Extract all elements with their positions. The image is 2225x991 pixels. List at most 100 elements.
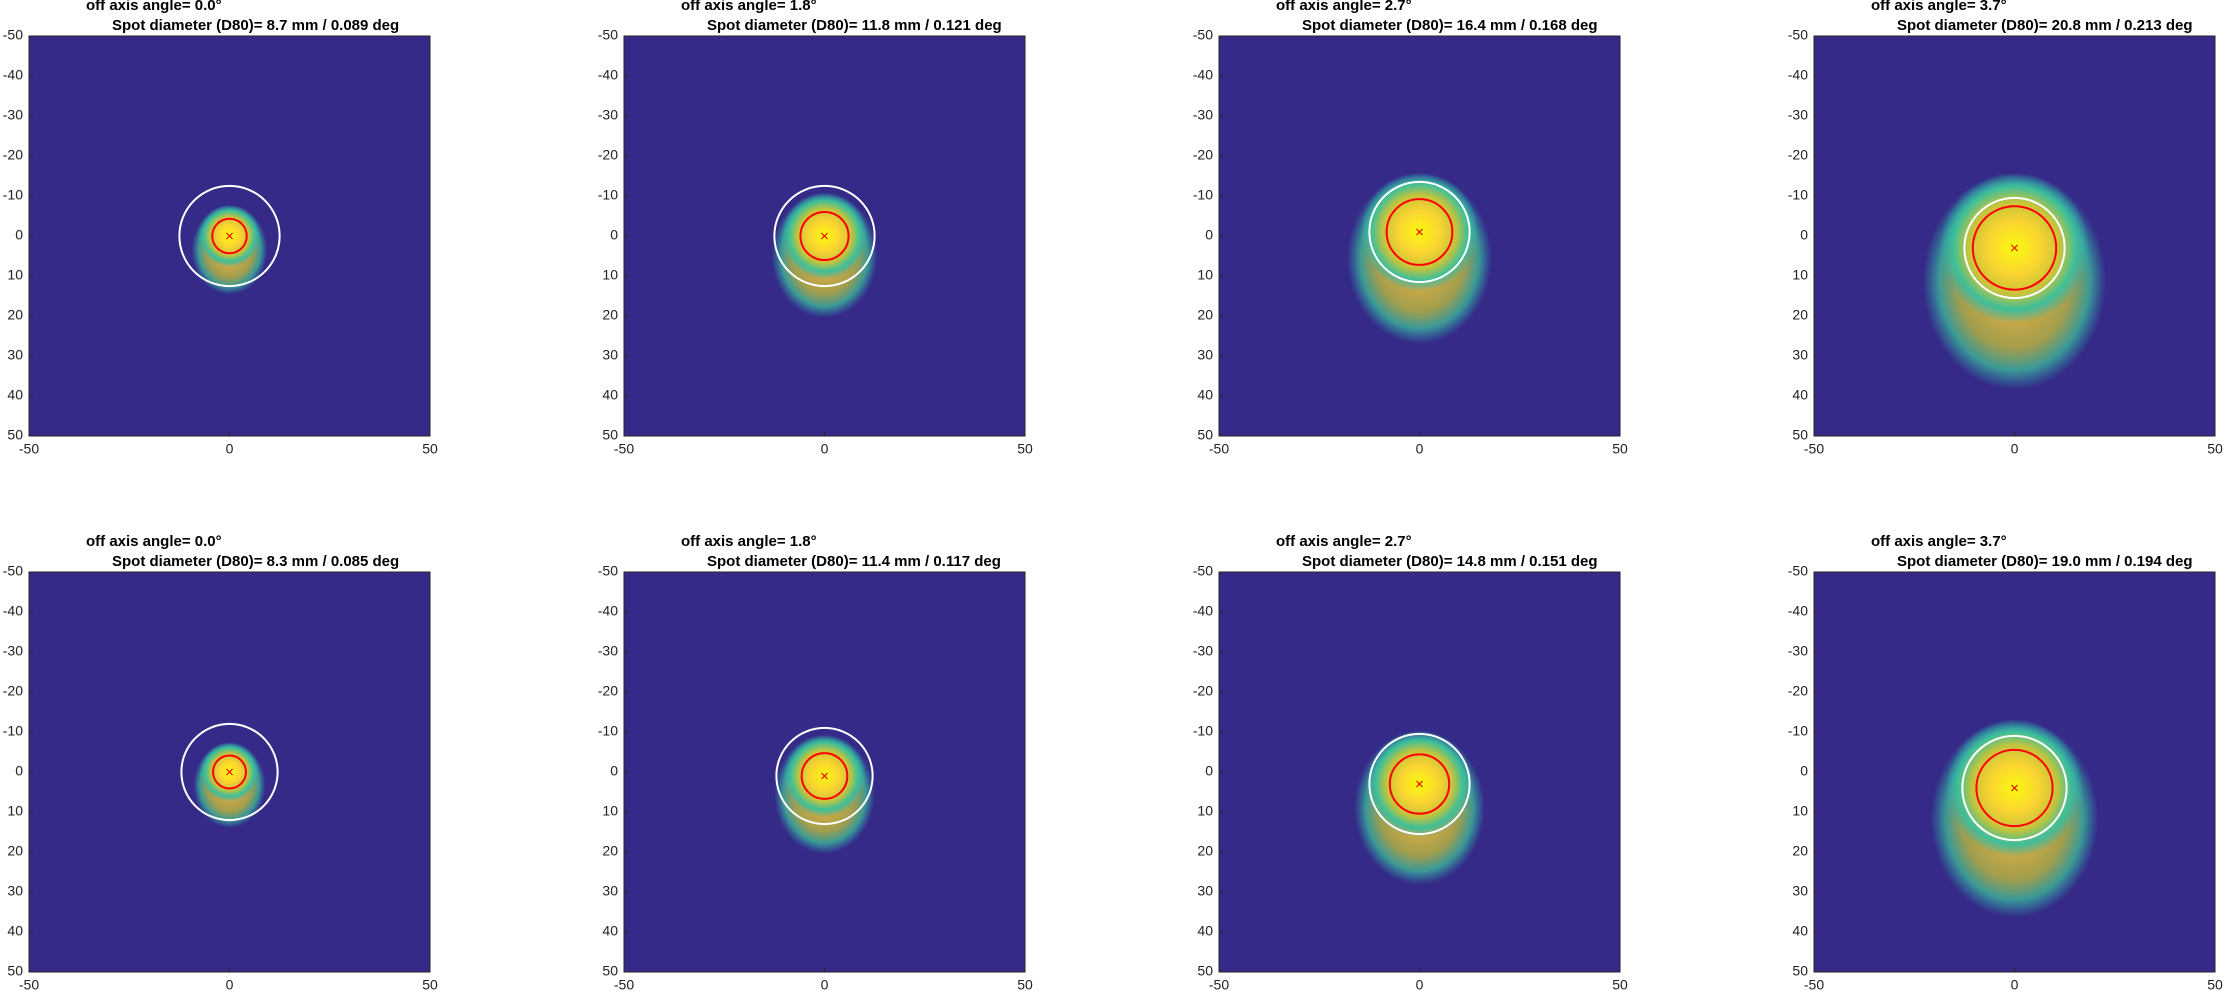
x-tick-label: -50: [614, 977, 634, 991]
y-tick-label: 10: [7, 267, 23, 283]
y-tick-label: 30: [1197, 883, 1213, 899]
subplot-title: off axis angle= 1.8°: [681, 533, 817, 550]
y-tick-label: -10: [3, 723, 23, 739]
y-tick-label: 30: [7, 347, 23, 363]
y-tick-label: -10: [598, 187, 618, 203]
centroid-marker: [1416, 780, 1423, 788]
y-tick-label: 30: [602, 347, 618, 363]
y-tick-label: -10: [3, 187, 23, 203]
y-tick-label: 30: [1792, 883, 1808, 899]
x-tick-label: 0: [2011, 441, 2019, 457]
y-tick-label: -30: [1193, 643, 1213, 659]
d80-circle: [800, 752, 849, 800]
subplot-title: off axis angle= 2.7°: [1276, 533, 1412, 550]
y-tick-label: 40: [1792, 387, 1808, 403]
centroid-marker: [1416, 228, 1423, 236]
y-tick-label: 0: [610, 227, 618, 243]
x-tick-label: 50: [1612, 977, 1628, 991]
subplot-subtitle: Spot diameter (D80)= 20.8 mm / 0.213 deg: [1897, 17, 2193, 34]
y-tick-label: -40: [1193, 67, 1213, 83]
d80-circle: [211, 217, 248, 255]
y-tick-label: -20: [3, 147, 23, 163]
y-tick-label: -30: [1193, 107, 1213, 123]
y-tick-label: 50: [7, 963, 23, 979]
y-tick-label: 20: [1197, 843, 1213, 859]
y-tick-label: 40: [1792, 923, 1808, 939]
x-tick-label: 50: [1017, 441, 1033, 457]
y-tick-label: 10: [1792, 803, 1808, 819]
y-tick-label: -50: [598, 27, 618, 43]
y-tick-label: 50: [1197, 427, 1213, 443]
y-tick-label: 20: [7, 843, 23, 859]
x-tick-label: 50: [422, 441, 438, 457]
d80-circle: [775, 726, 874, 826]
y-tick-label: -50: [1193, 27, 1213, 43]
subplot: off axis angle= 1.8° Spot diameter (D80)=…: [598, 0, 1033, 457]
y-tick-label: -40: [3, 67, 23, 83]
x-tick-label: -50: [19, 441, 39, 457]
d80-circle: [212, 754, 247, 790]
centroid-marker: [821, 772, 828, 780]
y-tick-label: -10: [1788, 723, 1808, 739]
x-tick-label: -50: [1209, 977, 1229, 991]
y-tick-label: 30: [602, 883, 618, 899]
y-tick-label: -20: [1193, 147, 1213, 163]
subplot-title: off axis angle= 0.0°: [86, 533, 222, 550]
subplot-subtitle: Spot diameter (D80)= 14.8 mm / 0.151 deg: [1302, 553, 1598, 570]
d80-circle: [1971, 205, 2058, 291]
plot-area: [1347, 172, 1492, 344]
y-tick-label: -10: [1788, 187, 1808, 203]
subplot-title: off axis angle= 0.0°: [86, 0, 222, 14]
x-tick-label: 0: [821, 441, 829, 457]
y-tick-label: 30: [7, 883, 23, 899]
y-tick-label: -20: [1193, 683, 1213, 699]
subplot-subtitle: Spot diameter (D80)= 8.3 mm / 0.085 deg: [112, 553, 399, 570]
x-tick-label: -50: [614, 441, 634, 457]
d80-circle: [799, 210, 850, 262]
x-tick-label: -50: [1209, 441, 1229, 457]
d80-circle: [1975, 748, 2054, 828]
y-tick-label: -40: [1788, 67, 1808, 83]
y-tick-label: -50: [1788, 27, 1808, 43]
subplot: off axis angle= 1.8° Spot diameter (D80)=…: [598, 533, 1033, 991]
y-tick-label: 50: [1792, 963, 1808, 979]
y-tick-label: 0: [15, 227, 23, 243]
y-tick-label: -20: [598, 683, 618, 699]
y-tick-label: -10: [1193, 187, 1213, 203]
subplot: off axis angle= 2.7° Spot diameter (D80)=…: [1193, 533, 1628, 991]
subplot-subtitle: Spot diameter (D80)= 19.0 mm / 0.194 deg: [1897, 553, 2193, 570]
subplot-subtitle: Spot diameter (D80)= 16.4 mm / 0.168 deg: [1302, 17, 1598, 34]
y-tick-label: -50: [1788, 563, 1808, 579]
centroid-marker: [2011, 244, 2018, 252]
x-tick-label: 0: [1416, 441, 1424, 457]
y-tick-label: 10: [602, 267, 618, 283]
y-tick-label: 40: [7, 923, 23, 939]
y-tick-label: 40: [1197, 923, 1213, 939]
y-tick-label: -10: [598, 723, 618, 739]
subplot-title: off axis angle= 1.8°: [681, 0, 817, 14]
d80-circle: [1963, 196, 2066, 300]
y-tick-label: 20: [1197, 307, 1213, 323]
y-tick-label: -30: [1788, 107, 1808, 123]
subplot-subtitle: Spot diameter (D80)= 8.7 mm / 0.089 deg: [112, 17, 399, 34]
y-tick-label: 20: [1792, 307, 1808, 323]
d80-circle: [1385, 198, 1454, 266]
y-tick-label: -20: [598, 147, 618, 163]
subplot-subtitle: Spot diameter (D80)= 11.4 mm / 0.117 deg: [707, 553, 1001, 570]
subplot-title: off axis angle= 2.7°: [1276, 0, 1412, 14]
y-tick-label: -40: [3, 603, 23, 619]
y-tick-label: 50: [602, 963, 618, 979]
plot-area: [178, 184, 281, 295]
y-tick-label: 40: [1197, 387, 1213, 403]
x-tick-label: 50: [1017, 977, 1033, 991]
y-tick-label: -20: [1788, 147, 1808, 163]
y-tick-label: 30: [1197, 347, 1213, 363]
y-tick-label: -20: [3, 683, 23, 699]
plot-area: [1922, 172, 2107, 390]
plot-area: [180, 722, 279, 828]
subplot: off axis angle= 0.0° Spot diameter (D80)=…: [3, 0, 438, 457]
y-tick-label: -40: [598, 603, 618, 619]
x-tick-label: 0: [821, 977, 829, 991]
y-tick-label: -40: [598, 67, 618, 83]
y-tick-label: 50: [7, 427, 23, 443]
